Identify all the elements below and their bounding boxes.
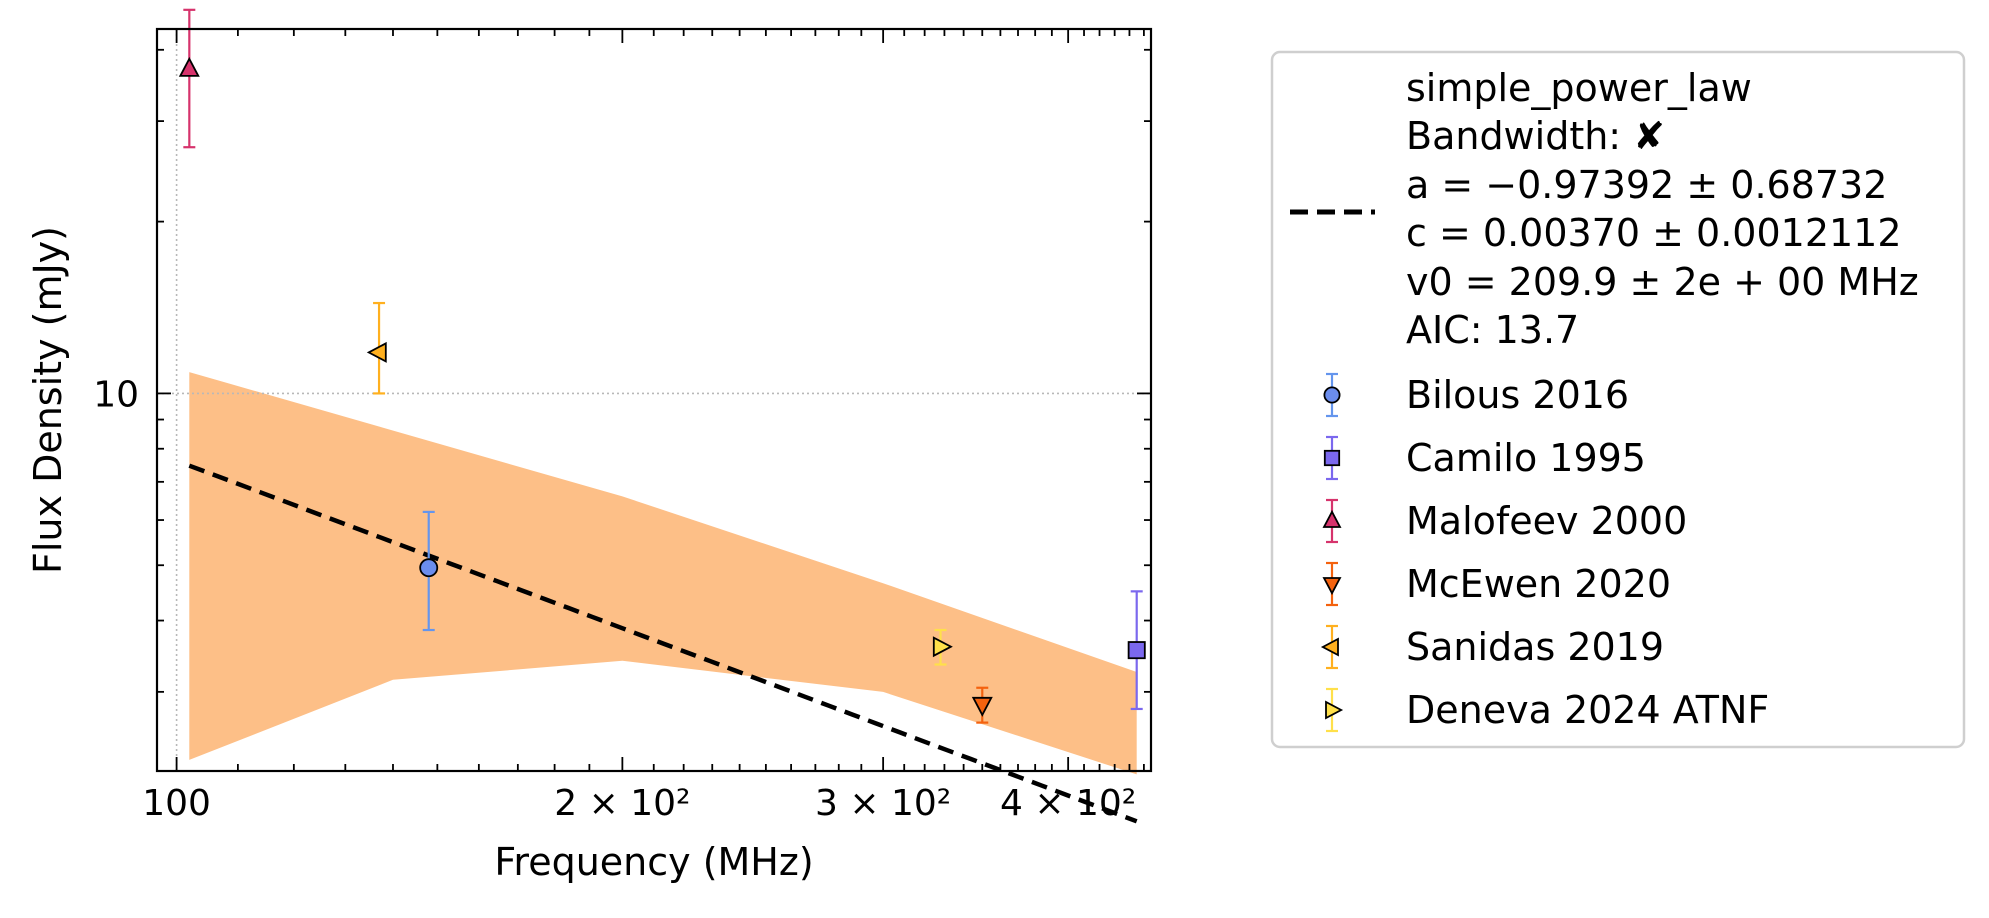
legend-fit-name: simple_power_law <box>1406 66 1752 110</box>
series-camilo-1995 <box>1127 590 1146 711</box>
legend-marker-malofeev-2000 <box>1322 509 1342 528</box>
legend-marker-sanidas-2019 <box>1320 637 1339 657</box>
series-mcewen-2020 <box>971 686 993 724</box>
legend-item-sanidas-2019: Sanidas 2019 <box>1320 624 1664 670</box>
series-malofeev-2000 <box>178 8 200 149</box>
legend-label-deneva-2024-atnf: Deneva 2024 ATNF <box>1406 688 1769 732</box>
y-axis-label: Flux Density (mJy) <box>26 226 70 574</box>
legend-fit-param-a: a = −0.97392 ± 0.68732 <box>1406 163 1887 207</box>
legend-fit-bandwidth: Bandwidth: ✘ <box>1406 114 1665 158</box>
legend-marker-camilo-1995 <box>1323 449 1341 467</box>
fit-uncertainty-band <box>189 372 1137 775</box>
point-sanidas-2019 <box>366 341 387 363</box>
legend-label-mcewen-2020: McEwen 2020 <box>1406 562 1671 606</box>
legend-label-malofeev-2000: Malofeev 2000 <box>1406 499 1687 543</box>
x-axis-label: Frequency (MHz) <box>494 840 813 884</box>
legend-item-deneva-2024-atnf: Deneva 2024 ATNF <box>1325 687 1769 733</box>
x-tick-label: 100 <box>142 783 211 824</box>
legend-label-bilous-2016: Bilous 2016 <box>1406 373 1629 417</box>
legend-marker-mcewen-2020 <box>1322 577 1342 596</box>
legend-item-bilous-2016: Bilous 2016 <box>1323 372 1629 418</box>
series-sanidas-2019 <box>366 301 387 395</box>
fit-line <box>188 463 1138 824</box>
legend-label-camilo-1995: Camilo 1995 <box>1406 436 1646 480</box>
legend-item-camilo-1995: Camilo 1995 <box>1323 435 1646 481</box>
legend-item-malofeev-2000: Malofeev 2000 <box>1322 498 1687 544</box>
point-deneva-2024-atnf <box>932 636 953 658</box>
series-bilous-2016 <box>419 510 439 632</box>
point-mcewen-2020 <box>971 696 993 717</box>
y-tick-label: 10 <box>93 374 139 415</box>
point-malofeev-2000 <box>178 56 200 77</box>
legend-marker-bilous-2016 <box>1323 386 1341 404</box>
legend-fit-param-v0: v0 = 209.9 ± 2e + 00 MHz <box>1406 260 1919 304</box>
legend-marker-deneva-2024-atnf <box>1325 700 1344 720</box>
point-camilo-1995 <box>1127 641 1146 660</box>
x-tick-label: 2 × 10² <box>554 783 690 824</box>
legend-fit-aic: AIC: 13.7 <box>1406 308 1579 352</box>
series-deneva-2024-atnf <box>932 628 953 666</box>
point-bilous-2016 <box>419 558 439 578</box>
legend-item-mcewen-2020: McEwen 2020 <box>1322 561 1671 607</box>
x-tick-label: 3 × 10² <box>815 783 951 824</box>
legend-fit-param-c: c = 0.00370 ± 0.0012112 <box>1406 211 1902 255</box>
x-tick-label: 4 × 10² <box>1000 783 1136 824</box>
legend-label-sanidas-2019: Sanidas 2019 <box>1406 625 1664 669</box>
legend-box <box>1270 50 1966 749</box>
